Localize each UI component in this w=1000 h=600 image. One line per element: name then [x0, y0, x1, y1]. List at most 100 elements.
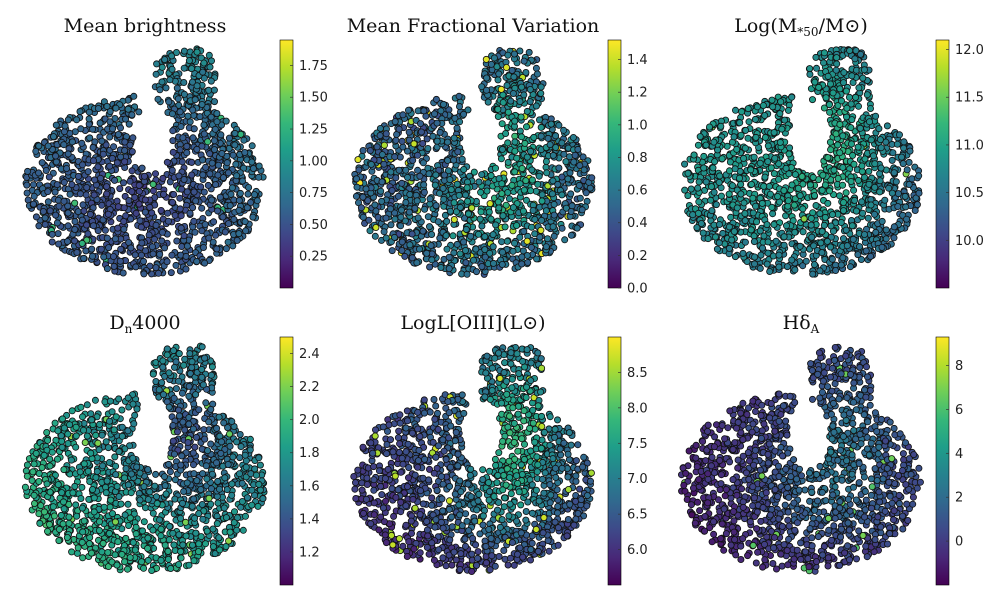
- scatter-point: [710, 138, 718, 146]
- scatter-point: [715, 239, 723, 247]
- scatter-point: [148, 209, 156, 217]
- scatter-point: [850, 186, 858, 194]
- scatter-point: [398, 238, 406, 246]
- scatter-point: [816, 210, 824, 218]
- scatter-point: [172, 261, 180, 269]
- scatter-point: [731, 253, 739, 261]
- scatter-point: [388, 247, 396, 255]
- scatter-point: [250, 191, 258, 199]
- scatter-point: [152, 470, 160, 478]
- scatter-point: [48, 230, 56, 238]
- scatter-point: [446, 207, 454, 215]
- scatter-point: [117, 124, 125, 132]
- scatter-point: [861, 173, 869, 181]
- scatter-point: [573, 224, 581, 232]
- scatter-point: [180, 90, 188, 98]
- scatter-point: [427, 241, 435, 249]
- colorbar-tick-label: 1.50: [299, 91, 328, 106]
- scatter-point: [809, 270, 817, 278]
- scatter-point: [24, 196, 32, 204]
- scatter-point: [52, 152, 60, 160]
- scatter-point: [32, 213, 40, 221]
- scatter-point: [202, 163, 210, 171]
- scatter-point: [52, 211, 60, 219]
- scatter-point: [382, 214, 390, 222]
- scatter-point: [433, 137, 441, 145]
- scatter-point: [526, 98, 534, 106]
- scatter-point: [401, 252, 409, 260]
- scatter-point: [882, 226, 890, 234]
- scatter-point: [520, 227, 528, 235]
- scatter-point: [784, 197, 792, 205]
- scatter-point: [450, 215, 458, 223]
- scatter-point: [878, 217, 886, 225]
- scatter-point: [53, 181, 61, 189]
- scatter-point: [840, 198, 848, 206]
- scatter-point: [537, 123, 545, 131]
- scatter-point: [45, 173, 53, 181]
- scatter-point: [781, 116, 789, 124]
- colorbar-tick-label: 0.4: [627, 216, 648, 231]
- scatter-point: [509, 203, 517, 211]
- scatter-point: [730, 227, 738, 235]
- scatter-point: [520, 91, 528, 99]
- scatter-point: [217, 131, 225, 139]
- scatter-point: [60, 197, 68, 205]
- scatter-point: [467, 232, 475, 240]
- scatter-point: [120, 204, 128, 212]
- scatter-point: [35, 169, 43, 177]
- scatter-point: [199, 171, 207, 179]
- scatter-point: [871, 210, 879, 218]
- scatter-point: [86, 210, 94, 218]
- scatter-point: [700, 164, 708, 172]
- scatter-point: [199, 243, 207, 251]
- scatter-point: [224, 220, 232, 228]
- scatter-point: [193, 145, 201, 153]
- scatter-point: [120, 225, 128, 233]
- scatter-point: [760, 182, 768, 190]
- scatter-point: [405, 208, 413, 216]
- scatter-point: [353, 183, 361, 191]
- scatter-point: [482, 86, 490, 94]
- scatter-point: [131, 193, 139, 201]
- scatter-point: [140, 270, 148, 278]
- scatter-point: [761, 173, 769, 181]
- scatter-point: [74, 208, 82, 216]
- scatter-point: [255, 173, 263, 181]
- scatter-point: [783, 222, 791, 230]
- scatter-point: [44, 198, 52, 206]
- scatter-point: [117, 245, 125, 253]
- scatter-point: [836, 85, 844, 93]
- scatter-point: [542, 243, 550, 251]
- scatter-point: [397, 213, 405, 221]
- scatter-point: [180, 64, 188, 72]
- scatter-point: [168, 65, 176, 73]
- scatter-point: [183, 149, 191, 157]
- scatter-point: [198, 101, 206, 109]
- scatter-point: [366, 147, 374, 155]
- scatter-point: [837, 261, 845, 269]
- scatter-point: [529, 206, 537, 214]
- scatter-point: [204, 181, 212, 189]
- scatter-point: [558, 224, 566, 232]
- scatter-point: [707, 196, 715, 204]
- scatter-point: [41, 220, 49, 228]
- scatter-point: [176, 205, 184, 213]
- scatter-point: [759, 102, 767, 110]
- scatter-point: [135, 187, 143, 195]
- scatter-point: [523, 123, 531, 131]
- scatter-point: [94, 105, 102, 113]
- scatter-point: [499, 99, 507, 107]
- scatter-point: [806, 70, 814, 78]
- scatter-point: [756, 264, 764, 272]
- scatter-point: [860, 66, 868, 74]
- scatter-point: [531, 215, 539, 223]
- scatter-point: [103, 190, 111, 198]
- scatter-point: [766, 190, 774, 198]
- scatter-point: [839, 132, 847, 140]
- scatter-point: [750, 238, 758, 246]
- scatter-point: [391, 153, 399, 161]
- scatter-point: [365, 216, 373, 224]
- scatter-point: [160, 190, 168, 198]
- scatter-point: [821, 181, 829, 189]
